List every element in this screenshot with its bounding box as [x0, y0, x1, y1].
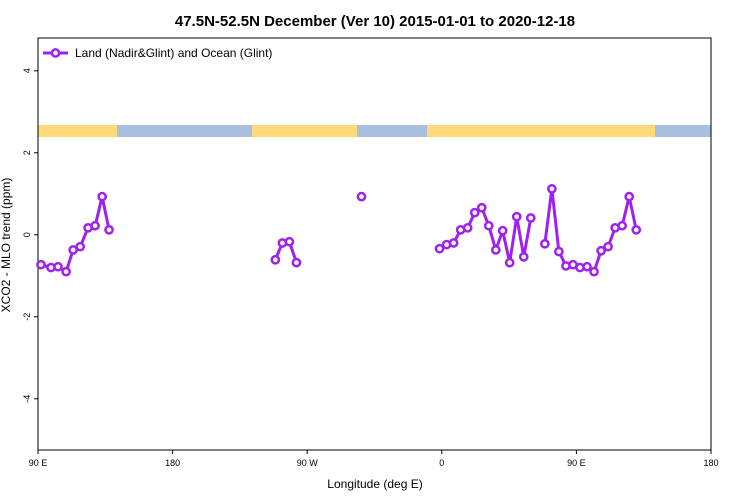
legend-label: Land (Nadir&Glint) and Ocean (Glint): [75, 46, 272, 60]
plot-frame: [37, 37, 712, 451]
y-tick-label: 2: [22, 150, 32, 155]
data-point: [617, 220, 628, 231]
x-tick-label: 180: [703, 458, 718, 468]
x-tick-label: 180: [165, 458, 180, 468]
data-point: [90, 220, 100, 231]
data-point: [582, 261, 592, 272]
x-tick-label: 90 E: [567, 458, 586, 468]
data-point: [291, 257, 302, 268]
data-point: [525, 213, 536, 223]
data-point: [434, 243, 445, 254]
data-point: [53, 261, 63, 272]
data-point: [61, 266, 71, 277]
x-tick-label: 0: [439, 458, 444, 468]
chart-title: 47.5N-52.5N December (Ver 10) 2015-01-01…: [175, 13, 575, 30]
data-point: [356, 191, 367, 202]
data-point: [624, 191, 635, 202]
y-axis-label: XCO2 - MLO trend (ppm): [0, 178, 13, 313]
data-point: [539, 238, 550, 249]
data-point: [476, 202, 487, 213]
data-point: [97, 191, 108, 202]
data-point: [284, 236, 295, 247]
legend-marker: [50, 48, 61, 58]
data-point: [270, 254, 281, 265]
data-point: [36, 259, 46, 270]
x-tick-label: 90 E: [29, 458, 48, 468]
data-point: [518, 252, 529, 262]
y-tick-label: 0: [22, 232, 32, 237]
data-point: [497, 225, 508, 236]
data-point: [483, 220, 494, 231]
x-tick-label: 90 W: [297, 458, 319, 468]
y-tick-label: 4: [22, 68, 32, 73]
x-axis-label: Longitude (deg E): [327, 477, 422, 491]
data-point: [554, 246, 564, 257]
data-point: [462, 222, 473, 233]
data-point: [511, 211, 522, 222]
y-tick-label: -2: [22, 313, 32, 321]
y-tick-label: -4: [22, 395, 32, 403]
data-point: [490, 245, 501, 255]
data-point: [75, 241, 86, 252]
data-point: [547, 184, 557, 194]
data-point: [596, 245, 606, 256]
data-point: [104, 225, 114, 235]
data-point: [603, 241, 613, 252]
land-mask: [38, 125, 711, 137]
data-point: [589, 266, 599, 277]
series-line: [40, 188, 638, 275]
data-point: [448, 238, 459, 248]
data-point: [631, 225, 642, 235]
data-point: [504, 257, 515, 268]
data-point: [469, 207, 480, 218]
